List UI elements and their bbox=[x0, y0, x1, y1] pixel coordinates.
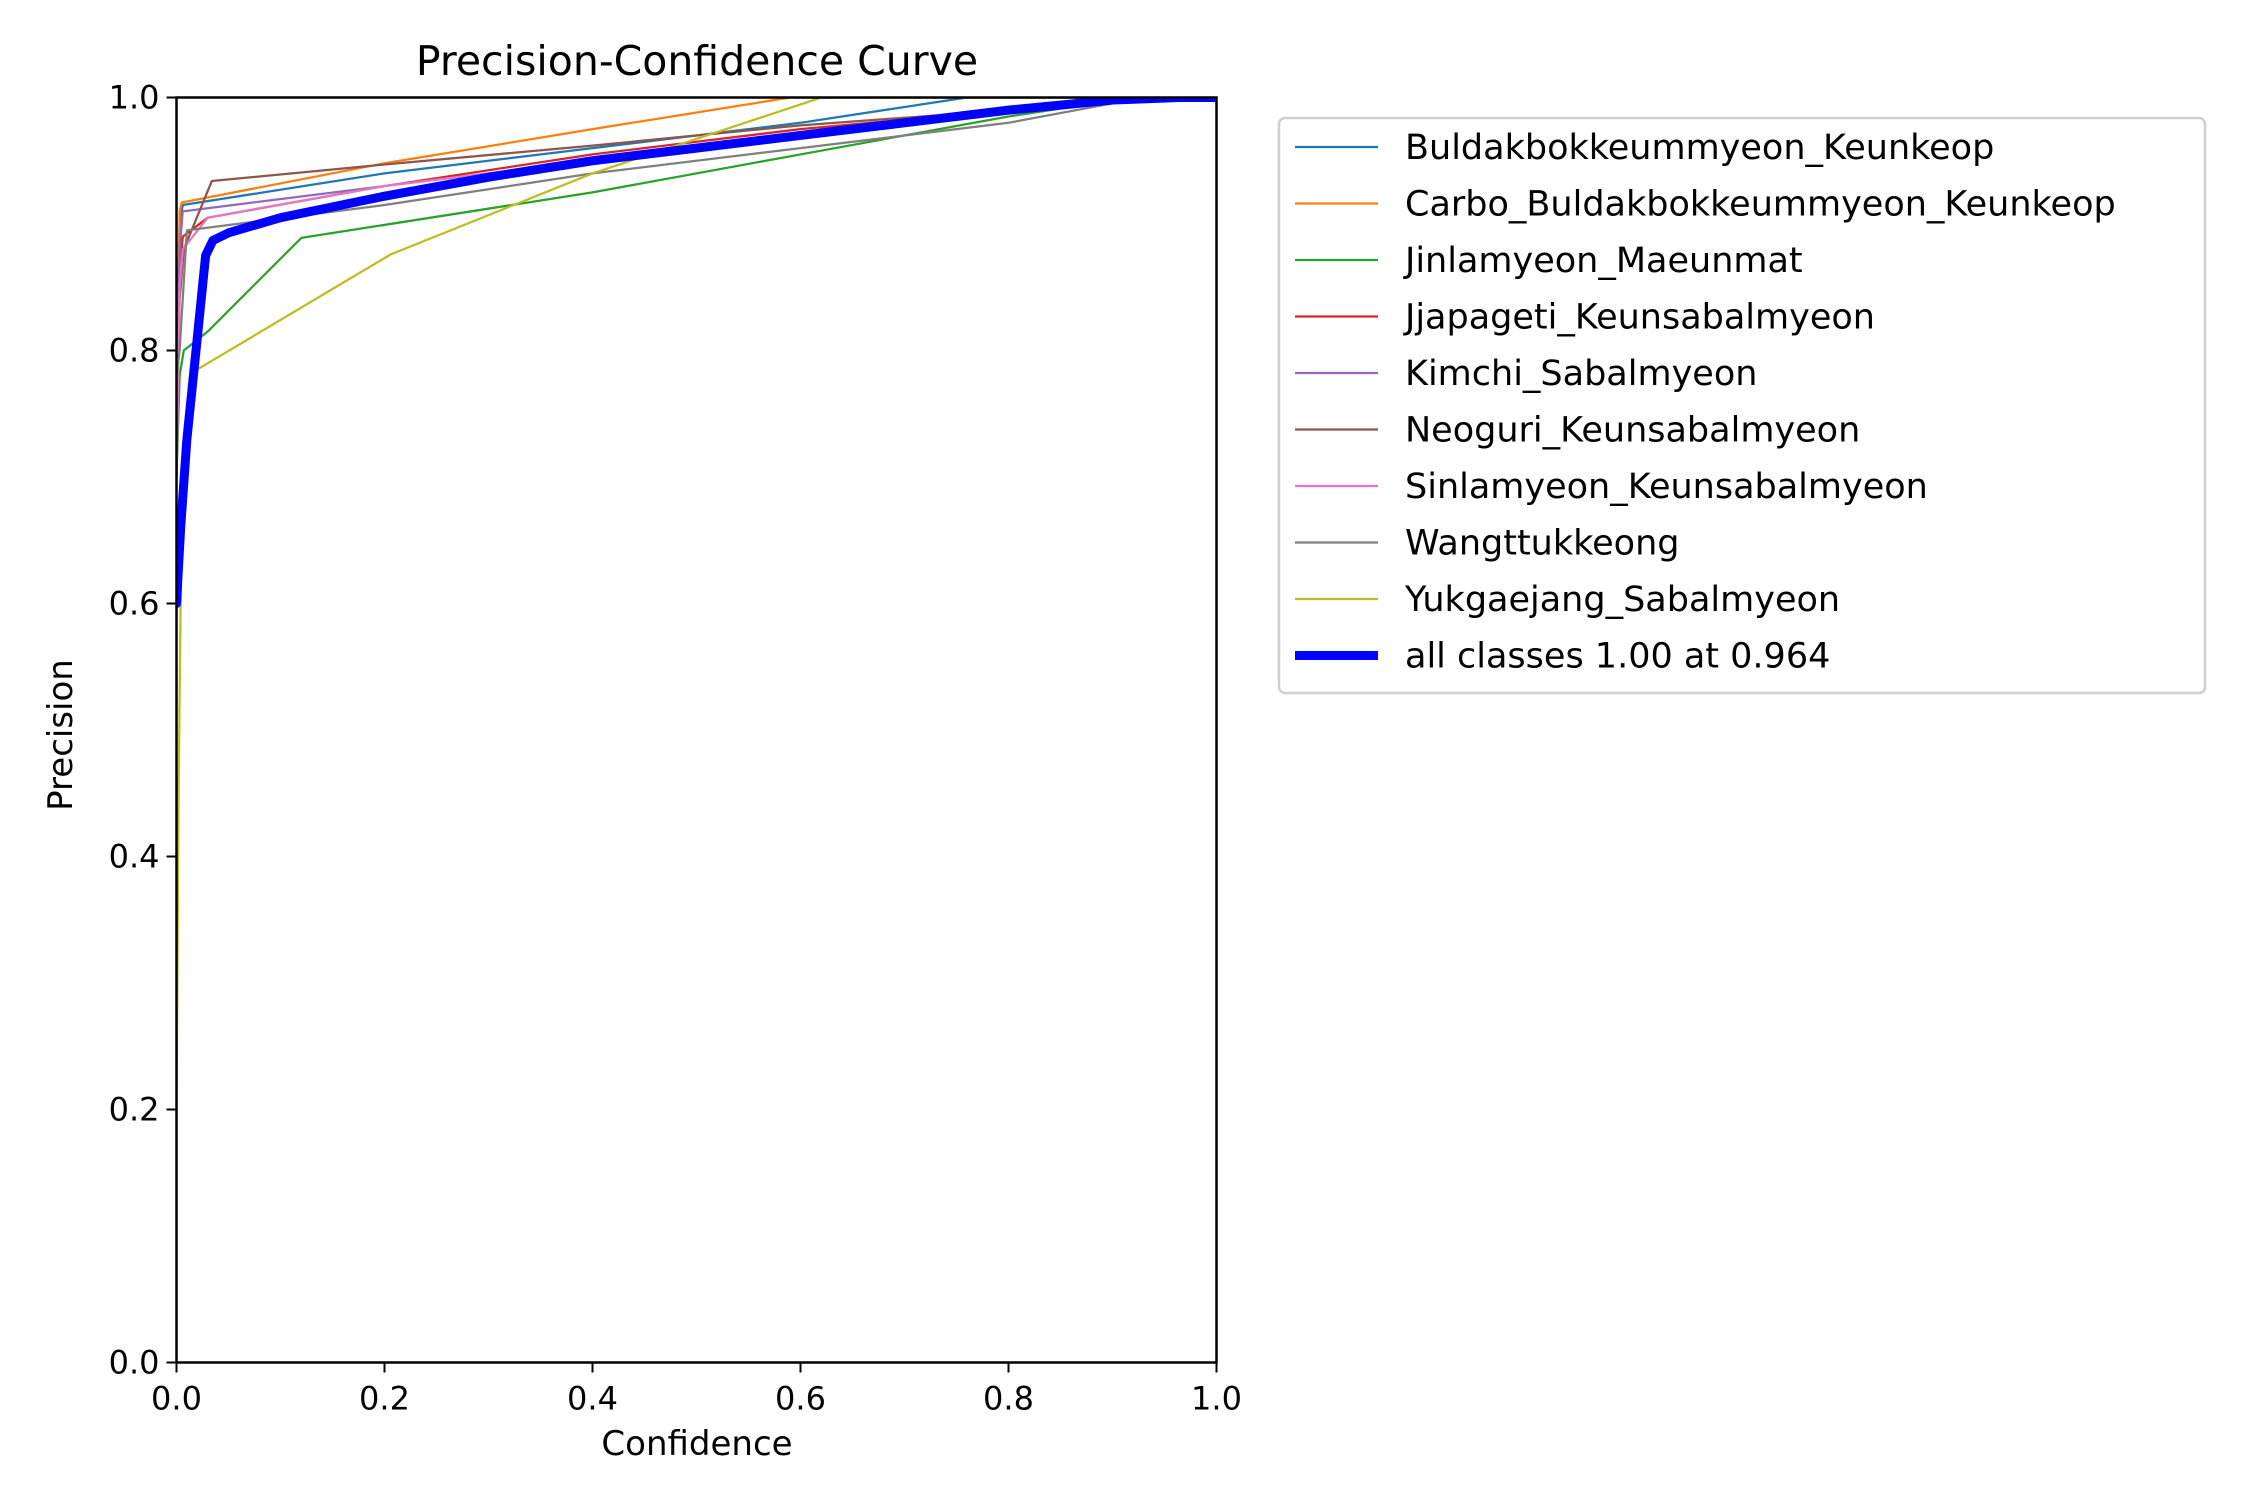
series-line-2 bbox=[176, 97, 1217, 479]
legend-label: Buldakbokkeummyeon_Keunkeop bbox=[1405, 128, 1994, 168]
legend-label: Kimchi_Sabalmyeon bbox=[1405, 354, 1757, 394]
chart-title: Precision-Confidence Curve bbox=[416, 37, 978, 85]
plot-lines bbox=[176, 97, 1217, 1111]
y-tick-label: 0.2 bbox=[109, 1091, 160, 1129]
plot-frame bbox=[175, 96, 1218, 1364]
y-axis-label: Precision bbox=[41, 659, 81, 811]
y-tick-label: 0.4 bbox=[109, 838, 160, 876]
x-tick-label: 0.2 bbox=[359, 1380, 410, 1418]
legend-label: Yukgaejang_Sabalmyeon bbox=[1404, 580, 1840, 620]
legend: Buldakbokkeummyeon_Keunkeop Carbo_Buldakb… bbox=[1277, 116, 2207, 695]
x-tick-label: 0.6 bbox=[775, 1380, 826, 1418]
x-tick-label: 0.8 bbox=[983, 1380, 1034, 1418]
series-line-1 bbox=[176, 97, 1217, 479]
legend-label: Jinlamyeon_Maeunmat bbox=[1403, 241, 1803, 281]
legend-label: Sinlamyeon_Keunsabalmyeon bbox=[1405, 467, 1928, 507]
y-tick-label: 0.6 bbox=[109, 585, 160, 623]
x-ticks: 0.0 0.2 0.4 0.6 0.8 1.0 bbox=[151, 1362, 1242, 1418]
x-tick-label: 1.0 bbox=[1191, 1380, 1242, 1418]
y-ticks: 0.0 0.2 0.4 0.6 0.8 1.0 bbox=[109, 79, 177, 1382]
y-tick-label: 1.0 bbox=[109, 79, 160, 117]
legend-label: Wangttukkeong bbox=[1405, 524, 1679, 564]
legend-label: Jjapageti_Keunsabalmyeon bbox=[1403, 298, 1875, 338]
series-line-8 bbox=[176, 97, 1217, 1111]
series-line-6 bbox=[176, 97, 1217, 479]
legend-label: all classes 1.00 at 0.964 bbox=[1405, 637, 1830, 677]
legend-label: Carbo_Buldakbokkeummyeon_Keunkeop bbox=[1405, 185, 2116, 225]
series-line-9 bbox=[176, 97, 1217, 608]
y-tick-label: 0.0 bbox=[109, 1344, 160, 1382]
x-tick-label: 0.4 bbox=[567, 1380, 618, 1418]
x-tick-label: 0.0 bbox=[151, 1380, 202, 1418]
x-axis-label: Confidence bbox=[601, 1424, 792, 1464]
y-tick-label: 0.8 bbox=[109, 332, 160, 370]
legend-frame bbox=[1277, 116, 2207, 695]
legend-label: Neoguri_Keunsabalmyeon bbox=[1405, 411, 1860, 451]
